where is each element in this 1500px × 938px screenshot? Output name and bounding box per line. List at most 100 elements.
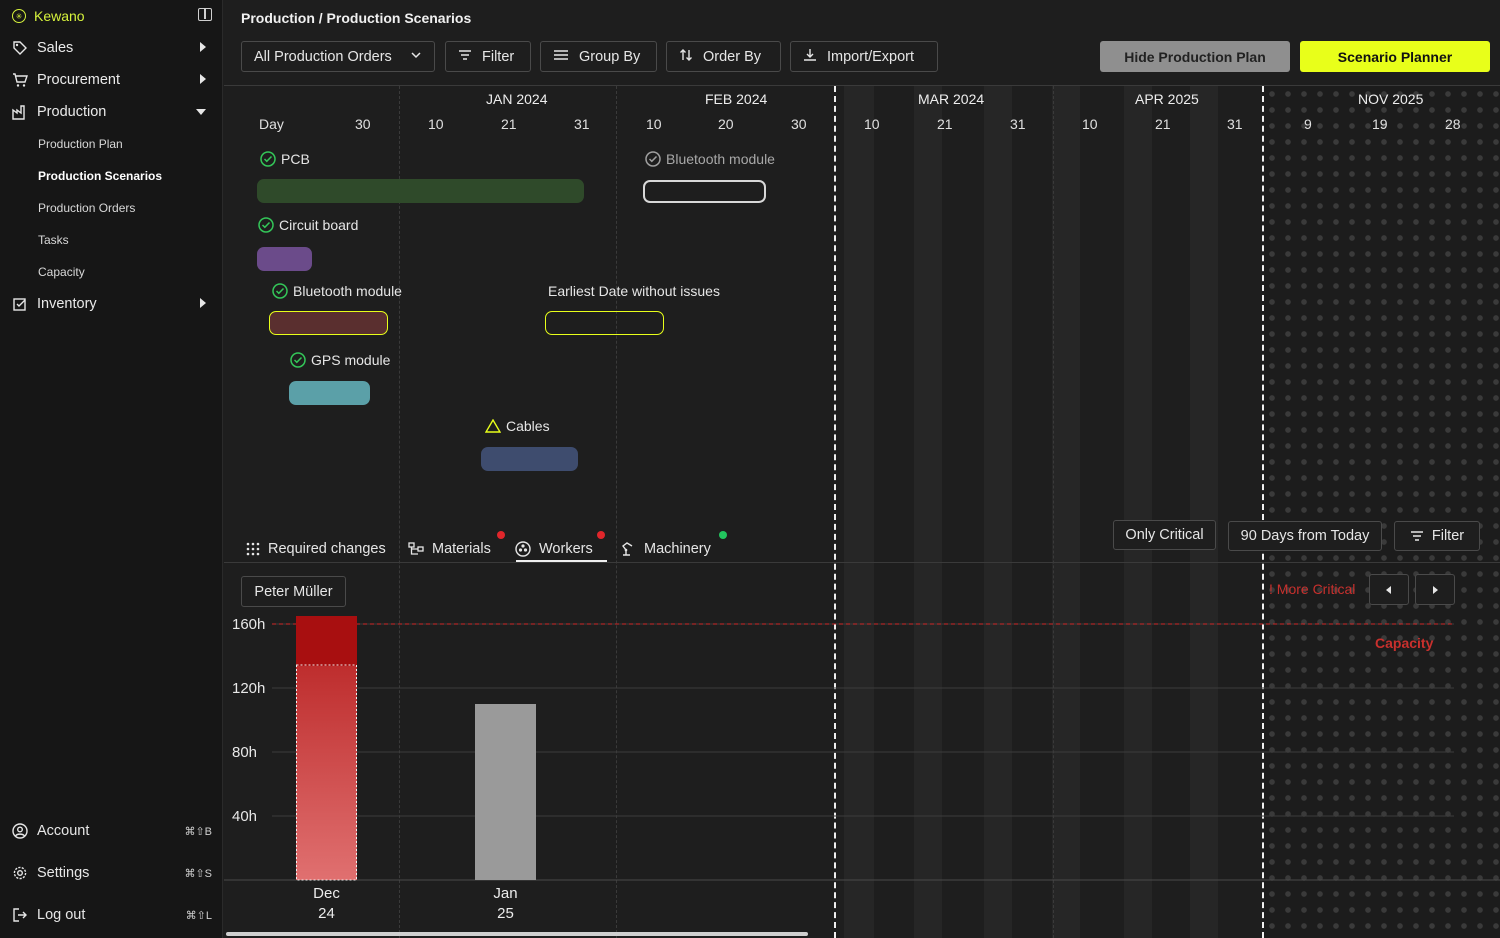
check-circle-icon: [260, 151, 276, 167]
sidebar-subitem-production-plan[interactable]: Production Plan: [38, 137, 123, 151]
tag-icon: [12, 40, 28, 56]
workers-alert-dot: [597, 531, 605, 539]
sidebar-item-procurement[interactable]: Procurement: [12, 69, 212, 91]
day-label: 21: [937, 116, 953, 132]
group-by-button[interactable]: Group By: [540, 41, 657, 72]
y-tick-label: 120h: [232, 680, 265, 697]
task-name: Cables: [506, 418, 550, 434]
check-circle-icon: [290, 352, 306, 368]
check-circle-icon: [272, 283, 288, 299]
tab-required-changes[interactable]: Required changes: [246, 537, 386, 561]
order-by-button[interactable]: Order By: [666, 41, 781, 72]
logout-shortcut: ⌘⇧L: [185, 909, 212, 922]
task-bar-bluetooth[interactable]: [269, 311, 388, 335]
collapse-sidebar-icon[interactable]: [198, 8, 212, 21]
account-label: Account: [37, 823, 90, 839]
logout-label: Log out: [37, 907, 86, 923]
only-critical-chip[interactable]: Only Critical: [1113, 520, 1216, 550]
earliest-date-bar[interactable]: [545, 311, 664, 335]
sidebar-account[interactable]: Account ⌘⇧B: [12, 820, 212, 842]
chevron-right-icon: [200, 298, 206, 308]
tab-label: Materials: [432, 541, 491, 557]
group-by-label: Group By: [579, 48, 641, 65]
task-name: PCB: [281, 151, 310, 167]
filter-icon: [1410, 531, 1423, 541]
horizontal-scrollbar[interactable]: [226, 932, 808, 936]
timeline-stripe: [844, 86, 874, 938]
sidebar-subitem-capacity[interactable]: Capacity: [38, 265, 85, 279]
task-label-cables: Cables: [485, 418, 550, 434]
task-bar-bluetooth-ghost[interactable]: [643, 180, 766, 203]
task-label-circuit-board: Circuit board: [258, 217, 358, 233]
scenario-planner-button[interactable]: Scenario Planner: [1300, 41, 1490, 72]
y-tick-label: 160h: [232, 616, 265, 633]
sidebar-item-inventory[interactable]: Inventory: [12, 293, 212, 315]
sort-icon: [679, 48, 693, 66]
machinery-ok-dot: [719, 531, 727, 539]
inventory-icon: [12, 296, 28, 312]
x-tick-label: 24: [318, 905, 335, 922]
task-name: Circuit board: [279, 217, 359, 233]
task-name: GPS module: [311, 352, 391, 368]
month-divider: [399, 86, 400, 938]
sidebar-logout[interactable]: Log out ⌘⇧L: [12, 904, 212, 926]
brand-name: Kewano: [34, 8, 85, 24]
days-range-chip[interactable]: 90 Days from Today: [1228, 521, 1382, 551]
task-label-bluetooth: Bluetooth module: [272, 283, 402, 299]
day-label: 10: [646, 116, 662, 132]
sidebar-subitem-production-scenarios[interactable]: Production Scenarios: [38, 169, 163, 183]
tab-machinery[interactable]: Machinery: [620, 537, 711, 561]
chevron-right-icon: [200, 42, 206, 52]
task-label-bluetooth-ghost: Bluetooth module: [645, 151, 775, 167]
orders-select-value: All Production Orders: [254, 48, 392, 65]
task-bar-cables[interactable]: [481, 447, 578, 471]
earliest-date-label: Earliest Date without issues: [548, 283, 720, 299]
tab-label: Machinery: [644, 541, 711, 557]
month-label: JAN 2024: [486, 91, 548, 107]
month-divider: [1053, 86, 1054, 938]
task-bar-circuit-board[interactable]: [257, 247, 312, 271]
sidebar-item-label: Procurement: [37, 72, 121, 88]
orders-select[interactable]: All Production Orders: [241, 41, 435, 72]
sidebar-subitem-tasks[interactable]: Tasks: [38, 233, 69, 247]
check-circle-icon: [645, 151, 661, 167]
filter-icon: [458, 49, 472, 65]
breadcrumb: Production / Production Scenarios: [241, 10, 472, 26]
month-label: FEB 2024: [705, 91, 768, 107]
bar: [475, 704, 536, 880]
next-button[interactable]: [1415, 574, 1455, 605]
check-circle-icon: [258, 217, 274, 233]
day-header-label: Day: [259, 116, 284, 132]
timeline-stripe: [1190, 86, 1218, 938]
import-export-button[interactable]: Import/Export: [790, 41, 938, 72]
x-tick-label: 25: [497, 905, 514, 922]
month-label: APR 2025: [1135, 91, 1199, 107]
tab-materials[interactable]: Materials: [408, 537, 491, 561]
month-divider: [616, 86, 617, 938]
timeline-stripe: [1052, 86, 1080, 938]
workload-filter-button[interactable]: Filter: [1394, 521, 1480, 551]
task-bar-pcb[interactable]: [257, 179, 584, 203]
tab-label: Required changes: [268, 541, 386, 557]
settings-label: Settings: [37, 865, 90, 881]
sidebar-item-production[interactable]: Production: [12, 101, 212, 123]
day-label: 31: [1010, 116, 1026, 132]
chevron-right-icon: [200, 74, 206, 84]
worker-select[interactable]: Peter Müller: [241, 576, 346, 607]
prev-button[interactable]: [1369, 574, 1409, 605]
sidebar-settings[interactable]: Settings ⌘⇧S: [12, 862, 212, 884]
day-label: 30: [791, 116, 807, 132]
robot-arm-icon: [622, 542, 633, 556]
sidebar-subitem-production-orders[interactable]: Production Orders: [38, 201, 136, 215]
filter-button[interactable]: Filter: [445, 41, 531, 72]
account-icon: [12, 823, 28, 839]
capacity-label: Capacity: [1375, 635, 1434, 651]
day-label: 31: [574, 116, 590, 132]
sidebar-item-sales[interactable]: Sales: [12, 37, 212, 59]
tab-workers[interactable]: Workers: [515, 537, 593, 561]
hide-production-plan-button[interactable]: Hide Production Plan: [1100, 41, 1290, 72]
y-tick-label: 80h: [232, 744, 257, 761]
task-bar-gps[interactable]: [289, 381, 370, 405]
brand[interactable]: ✳ Kewano: [12, 6, 85, 26]
filter-label: Filter: [1431, 528, 1465, 544]
